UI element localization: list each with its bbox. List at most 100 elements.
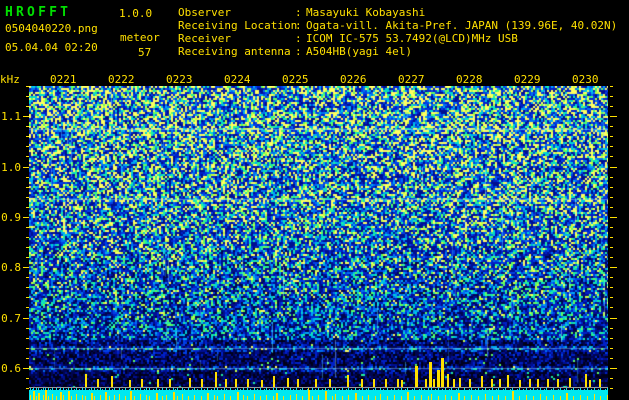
amplitude-spike — [119, 394, 120, 400]
amplitude-notch — [65, 388, 66, 390]
amplitude-notch — [437, 388, 438, 390]
amplitude-notch — [206, 388, 207, 390]
amplitude-notch — [408, 388, 409, 390]
amplitude-notch — [327, 388, 328, 390]
amplitude-notch — [367, 388, 368, 390]
amplitude-notch — [192, 388, 193, 389]
amplitude-notch — [99, 388, 100, 390]
amplitude-notch — [602, 388, 603, 390]
amplitude-spike — [362, 396, 363, 400]
amplitude-notch — [372, 388, 373, 390]
amplitude-spike — [431, 394, 432, 400]
amplitude-notch — [193, 388, 194, 390]
amplitude-spike — [607, 395, 608, 400]
amplitude-notch — [412, 388, 413, 389]
amplitude-spike — [214, 395, 215, 400]
amplitude-spike — [33, 391, 35, 400]
info-separator: : — [295, 32, 302, 45]
spectrogram-noise-layer — [29, 86, 608, 388]
amplitude-notch — [506, 388, 507, 390]
amplitude-spike — [194, 395, 195, 400]
amplitude-notch — [581, 388, 582, 390]
amplitude-spike — [224, 394, 225, 400]
amplitude-notch — [292, 388, 293, 390]
amplitude-notch — [470, 388, 471, 390]
amplitude-peak-spike — [429, 362, 432, 388]
amplitude-notch — [277, 388, 278, 390]
amplitude-spike — [498, 395, 499, 400]
amplitude-notch — [496, 388, 497, 389]
info-value: ICOM IC-575 53.7492(@LCD)MHz USB — [306, 32, 518, 45]
amplitude-notch — [164, 388, 165, 390]
amplitude-spike — [134, 396, 135, 400]
amplitude-notch — [473, 388, 474, 390]
amplitude-notch — [521, 388, 522, 390]
y-axis-unit-label: kHz — [0, 73, 20, 86]
amplitude-peak-spike — [247, 379, 249, 388]
amplitude-notch — [58, 388, 59, 390]
y-tick-minor-right — [610, 388, 613, 389]
amplitude-notch — [258, 388, 259, 390]
amplitude-notch — [336, 388, 337, 390]
amplitude-notch — [186, 388, 187, 390]
amplitude-notch — [185, 388, 186, 390]
y-tick-minor-right — [610, 327, 613, 329]
y-tick-label: 1.1 — [1, 110, 21, 124]
amplitude-notch — [198, 388, 199, 390]
amplitude-spike — [36, 396, 37, 400]
y-tick-label: 0.9 — [1, 210, 21, 224]
amplitude-notch — [472, 388, 473, 390]
amplitude-notch — [319, 388, 320, 390]
amplitude-notch — [127, 388, 128, 390]
amplitude-notch — [481, 388, 482, 390]
amplitude-notch — [284, 388, 285, 390]
amplitude-notch — [593, 388, 594, 390]
amplitude-notch — [295, 388, 296, 390]
amplitude-notch — [452, 388, 453, 390]
amplitude-notch — [34, 388, 35, 390]
amplitude-notch — [370, 388, 371, 390]
y-tick-major — [23, 116, 29, 118]
amplitude-peak-spike — [433, 379, 435, 388]
amplitude-notch — [393, 388, 394, 390]
amplitude-notch — [98, 388, 99, 390]
amplitude-spike — [594, 394, 595, 400]
amplitude-notch — [601, 388, 602, 390]
amplitude-peak-spike — [499, 379, 501, 388]
amplitude-spike — [394, 395, 395, 400]
amplitude-notch — [562, 388, 563, 390]
amplitude-peak-spike — [201, 379, 203, 388]
y-tick-minor — [26, 96, 29, 98]
amplitude-spike — [368, 395, 369, 400]
amplitude-spike — [414, 396, 415, 400]
amplitude-notch — [469, 388, 470, 389]
amplitude-notch — [364, 388, 365, 390]
amplitude-notch — [225, 388, 226, 390]
amplitude-notch — [489, 388, 490, 389]
amplitude-notch — [328, 388, 329, 389]
amplitude-notch — [504, 388, 505, 390]
amplitude-notch — [334, 388, 335, 390]
amplitude-peak-spike — [437, 370, 440, 388]
amplitude-notch — [422, 388, 423, 390]
y-tick-minor — [26, 237, 29, 238]
amplitude-notch — [67, 388, 68, 390]
amplitude-notch — [513, 388, 514, 390]
spectrogram-canvas — [29, 86, 608, 388]
amplitude-notch — [129, 388, 130, 389]
amplitude-peak-spike — [329, 379, 331, 388]
amplitude-notch — [461, 388, 462, 390]
amplitude-notch — [456, 388, 457, 389]
amplitude-spike — [485, 394, 486, 400]
amplitude-notch — [50, 388, 51, 389]
amplitude-notch — [405, 388, 406, 389]
amplitude-notch — [517, 388, 518, 389]
amplitude-spike — [471, 395, 472, 400]
amplitude-notch — [46, 388, 47, 390]
amplitude-notch — [434, 388, 435, 390]
amplitude-notch — [69, 388, 70, 390]
amplitude-notch — [596, 388, 597, 390]
amplitude-notch — [199, 388, 200, 390]
amplitude-notch — [358, 388, 359, 390]
amplitude-notch — [234, 388, 235, 390]
